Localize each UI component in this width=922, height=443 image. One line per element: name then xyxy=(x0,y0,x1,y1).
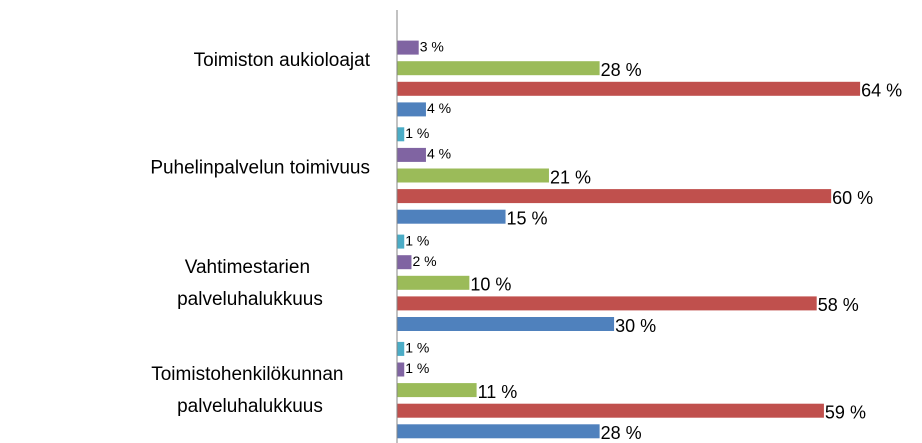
bar xyxy=(397,40,419,55)
bar xyxy=(397,168,549,183)
bar xyxy=(397,102,426,117)
bar xyxy=(397,189,832,204)
value-label: 30 % xyxy=(615,316,656,336)
value-label: 1 % xyxy=(405,125,429,141)
bar xyxy=(397,403,824,418)
bar xyxy=(397,209,506,224)
value-label: 15 % xyxy=(507,208,548,228)
bar xyxy=(397,81,861,96)
bar xyxy=(397,234,405,249)
category-label: Toimiston aukioloajat xyxy=(194,50,371,71)
value-label: 1 % xyxy=(405,360,429,376)
value-label: 60 % xyxy=(832,188,873,208)
value-label: 11 % xyxy=(478,382,518,402)
category-line: palveluhalukkuus xyxy=(177,289,323,310)
value-label: 4 % xyxy=(427,146,451,162)
bar xyxy=(397,147,426,162)
category-label: Puhelinpalvelun toimivuus xyxy=(150,158,370,179)
value-label: 1 % xyxy=(405,340,429,356)
bar xyxy=(397,275,470,290)
bar xyxy=(397,127,405,142)
category-line: palveluhalukkuus xyxy=(177,396,323,417)
value-label: 1 % xyxy=(405,232,429,248)
value-label: 58 % xyxy=(818,295,859,315)
value-label: 2 % xyxy=(412,253,436,269)
category-label: Vahtimestarien palveluhalukkuus xyxy=(177,257,323,310)
bar xyxy=(397,61,600,76)
value-label: 28 % xyxy=(601,423,642,443)
value-label: 28 % xyxy=(601,60,642,80)
value-label: 10 % xyxy=(470,275,511,295)
value-label: 59 % xyxy=(825,402,866,422)
bar xyxy=(397,424,600,439)
value-label: 4 % xyxy=(427,100,451,116)
bar xyxy=(397,317,615,331)
bar xyxy=(397,341,405,356)
value-label: 21 % xyxy=(550,167,591,187)
bar xyxy=(397,362,405,377)
category-line: Toimistohenkilökunnan xyxy=(151,364,349,385)
bar xyxy=(397,255,412,270)
bar xyxy=(397,296,817,311)
value-label: 3 % xyxy=(420,38,444,54)
category-line: Vahtimestarien xyxy=(185,257,316,278)
category-label: Toimistohenkilökunnan palveluhalukkuus xyxy=(151,364,349,417)
value-label: 64 % xyxy=(861,81,902,101)
bar xyxy=(397,383,477,398)
